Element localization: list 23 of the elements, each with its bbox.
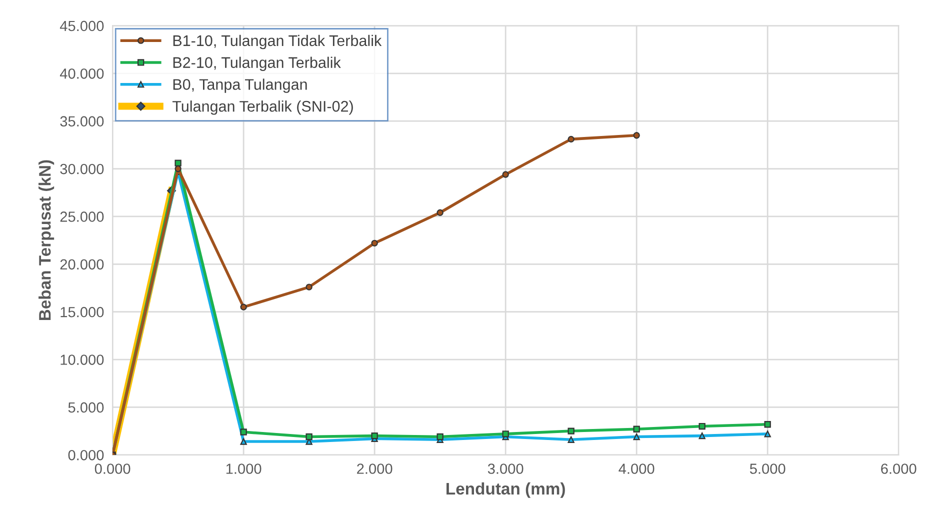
legend-label: B2-10, Tulangan Terbalik bbox=[173, 56, 341, 71]
x-tick-label: 1.000 bbox=[226, 464, 262, 474]
x-tick-label: 2.000 bbox=[357, 464, 392, 474]
x-tick-label: 0.000 bbox=[94, 464, 130, 474]
x-tick-label: 4.000 bbox=[618, 464, 654, 474]
y-tick-label: 25.000 bbox=[60, 212, 104, 222]
x-tick-label: 6.000 bbox=[881, 464, 916, 474]
legend-label: Tulangan Terbalik (SNI-02) bbox=[172, 100, 353, 115]
y-axis-title: Beban Terpusat (kN) bbox=[38, 160, 54, 320]
y-tick-label: 0.000 bbox=[68, 450, 104, 460]
y-tick-label: 10.000 bbox=[60, 354, 104, 365]
y-tick-label: 35.000 bbox=[60, 116, 104, 127]
legend-label: B1-10, Tulangan Tidak Terbalik bbox=[173, 34, 382, 50]
legend-label: B0, Tanpa Tulangan bbox=[173, 78, 307, 93]
y-tick-label: 45.000 bbox=[60, 20, 104, 32]
x-tick-label: 3.000 bbox=[488, 464, 524, 474]
x-tick-label: 5.000 bbox=[750, 464, 786, 474]
y-tick-label: 40.000 bbox=[60, 68, 104, 79]
y-tick-label: 5.000 bbox=[68, 402, 104, 413]
y-tick-label: 20.000 bbox=[60, 259, 104, 270]
y-tick-label: 15.000 bbox=[60, 306, 104, 318]
y-tick-label: 30.000 bbox=[60, 164, 104, 174]
x-axis-title: Lendutan (mm) bbox=[446, 482, 565, 498]
